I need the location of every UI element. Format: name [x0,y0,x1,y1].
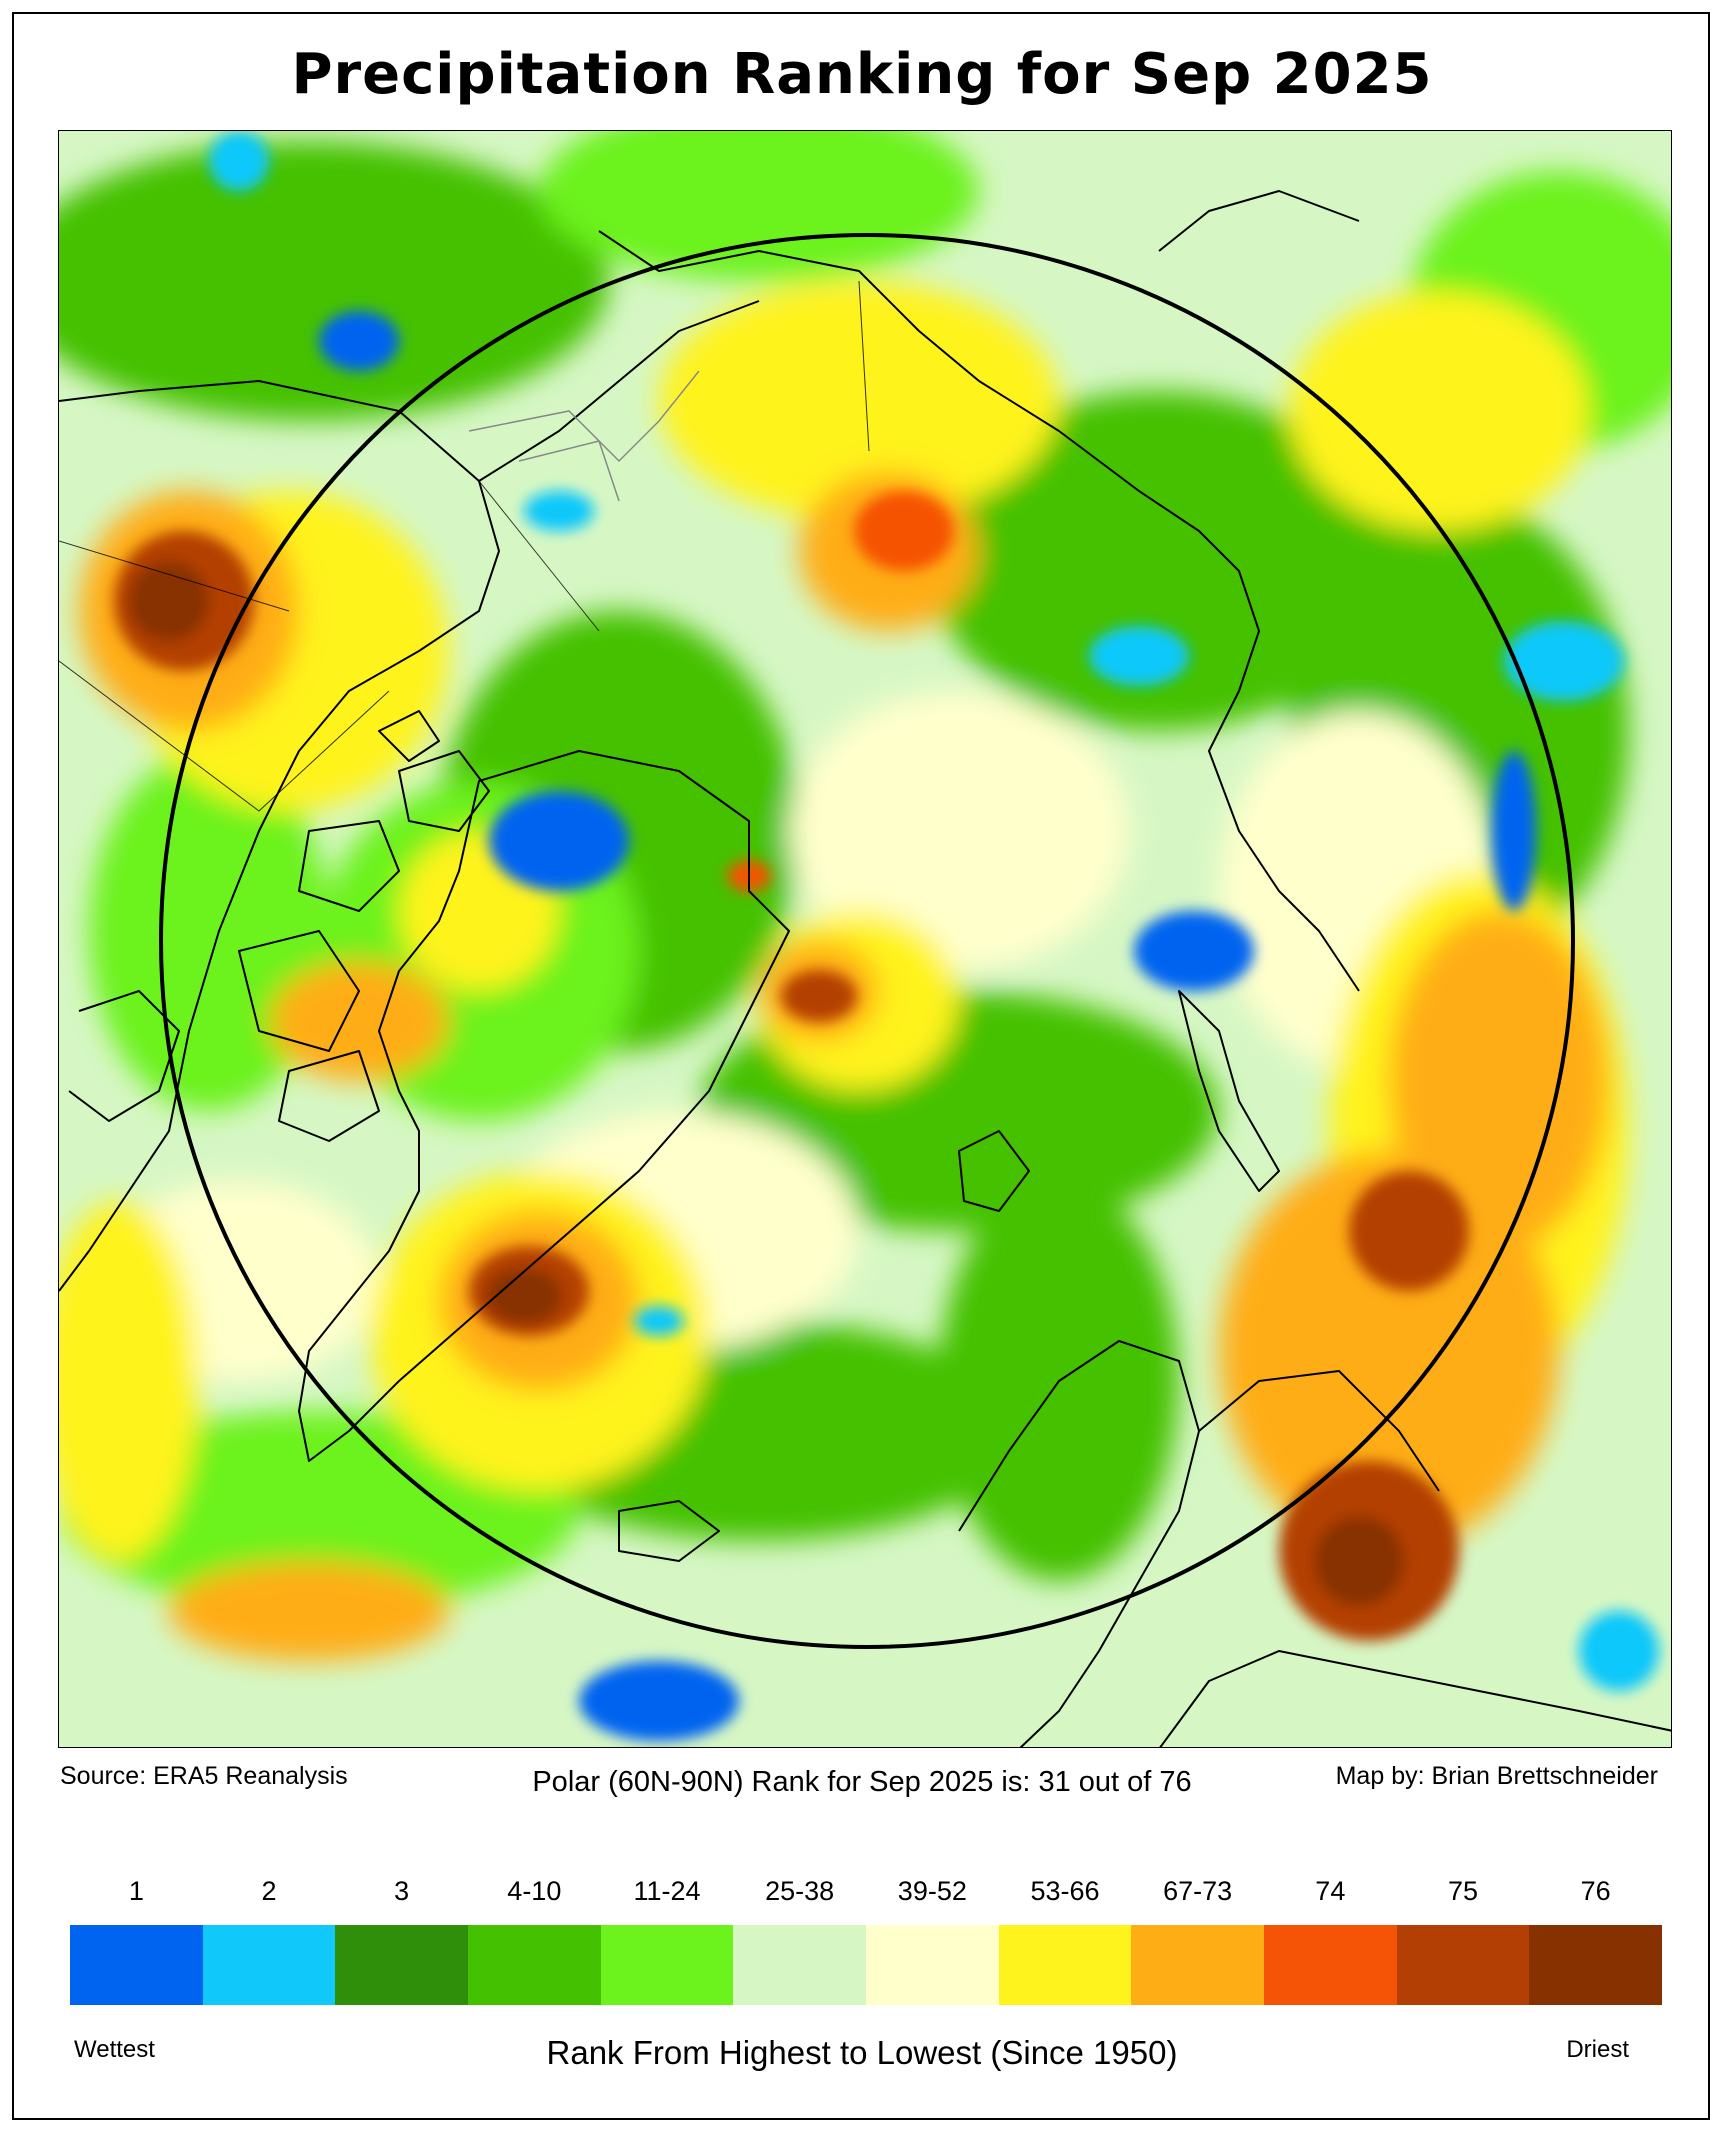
legend-driest-label: Driest [1566,2036,1629,2063]
legend-swatch-8 [998,1925,1132,2005]
legend-tick-label: 3 [394,1876,410,1906]
legend-tick-label: 4-10 [507,1876,562,1906]
legend-swatch-4 [468,1925,601,2005]
legend-tick-labels: 1 2 3 4-10 11-24 25-38 39-52 53-66 67-73 74 75 76 [70,1876,1662,1916]
legend-swatch-2 [202,1925,336,2005]
legend-swatch-3 [335,1925,469,2005]
map-title: Precipitation Ranking for Sep 2025 [291,42,1433,107]
polar-rank-summary: Polar (60N-90N) Rank for Sep 2025 is: 31… [532,1766,1192,1798]
legend-swatch-6 [733,1925,867,2005]
legend-tick-label: 2 [261,1876,277,1906]
legend-tick-label: 76 [1580,1876,1611,1906]
legend-tick-label: 74 [1315,1876,1346,1906]
legend-tick-label: 53-66 [1030,1876,1100,1906]
legend-tick-label: 1 [128,1876,144,1906]
figure-frame [12,12,1710,2120]
author-caption: Map by: Brian Brettschneider [1335,1762,1658,1790]
legend-color-bar [70,1925,1663,2005]
precipitation-rank-map [58,130,1672,1748]
legend-tick-label: 25-38 [765,1876,835,1906]
legend-swatch-7 [866,1925,999,2005]
legend-wettest-label: Wettest [74,2036,155,2063]
legend-tick-label: 75 [1447,1876,1479,1906]
legend-swatch-1 [70,1925,203,2005]
source-caption: Source: ERA5 Reanalysis [60,1762,348,1790]
legend-tick-label: 67-73 [1163,1876,1233,1906]
legend-tick-label: 11-24 [633,1876,701,1906]
legend-tick-label: 39-52 [897,1876,967,1906]
legend-swatch-11 [1396,1925,1530,2005]
legend-swatch-5 [600,1925,734,2005]
legend-axis-label: Rank From Highest to Lowest (Since 1950) [546,2034,1178,2071]
legend-swatch-12 [1529,1925,1663,2005]
legend-swatch-9 [1131,1925,1265,2005]
legend-swatch-10 [1264,1925,1397,2005]
